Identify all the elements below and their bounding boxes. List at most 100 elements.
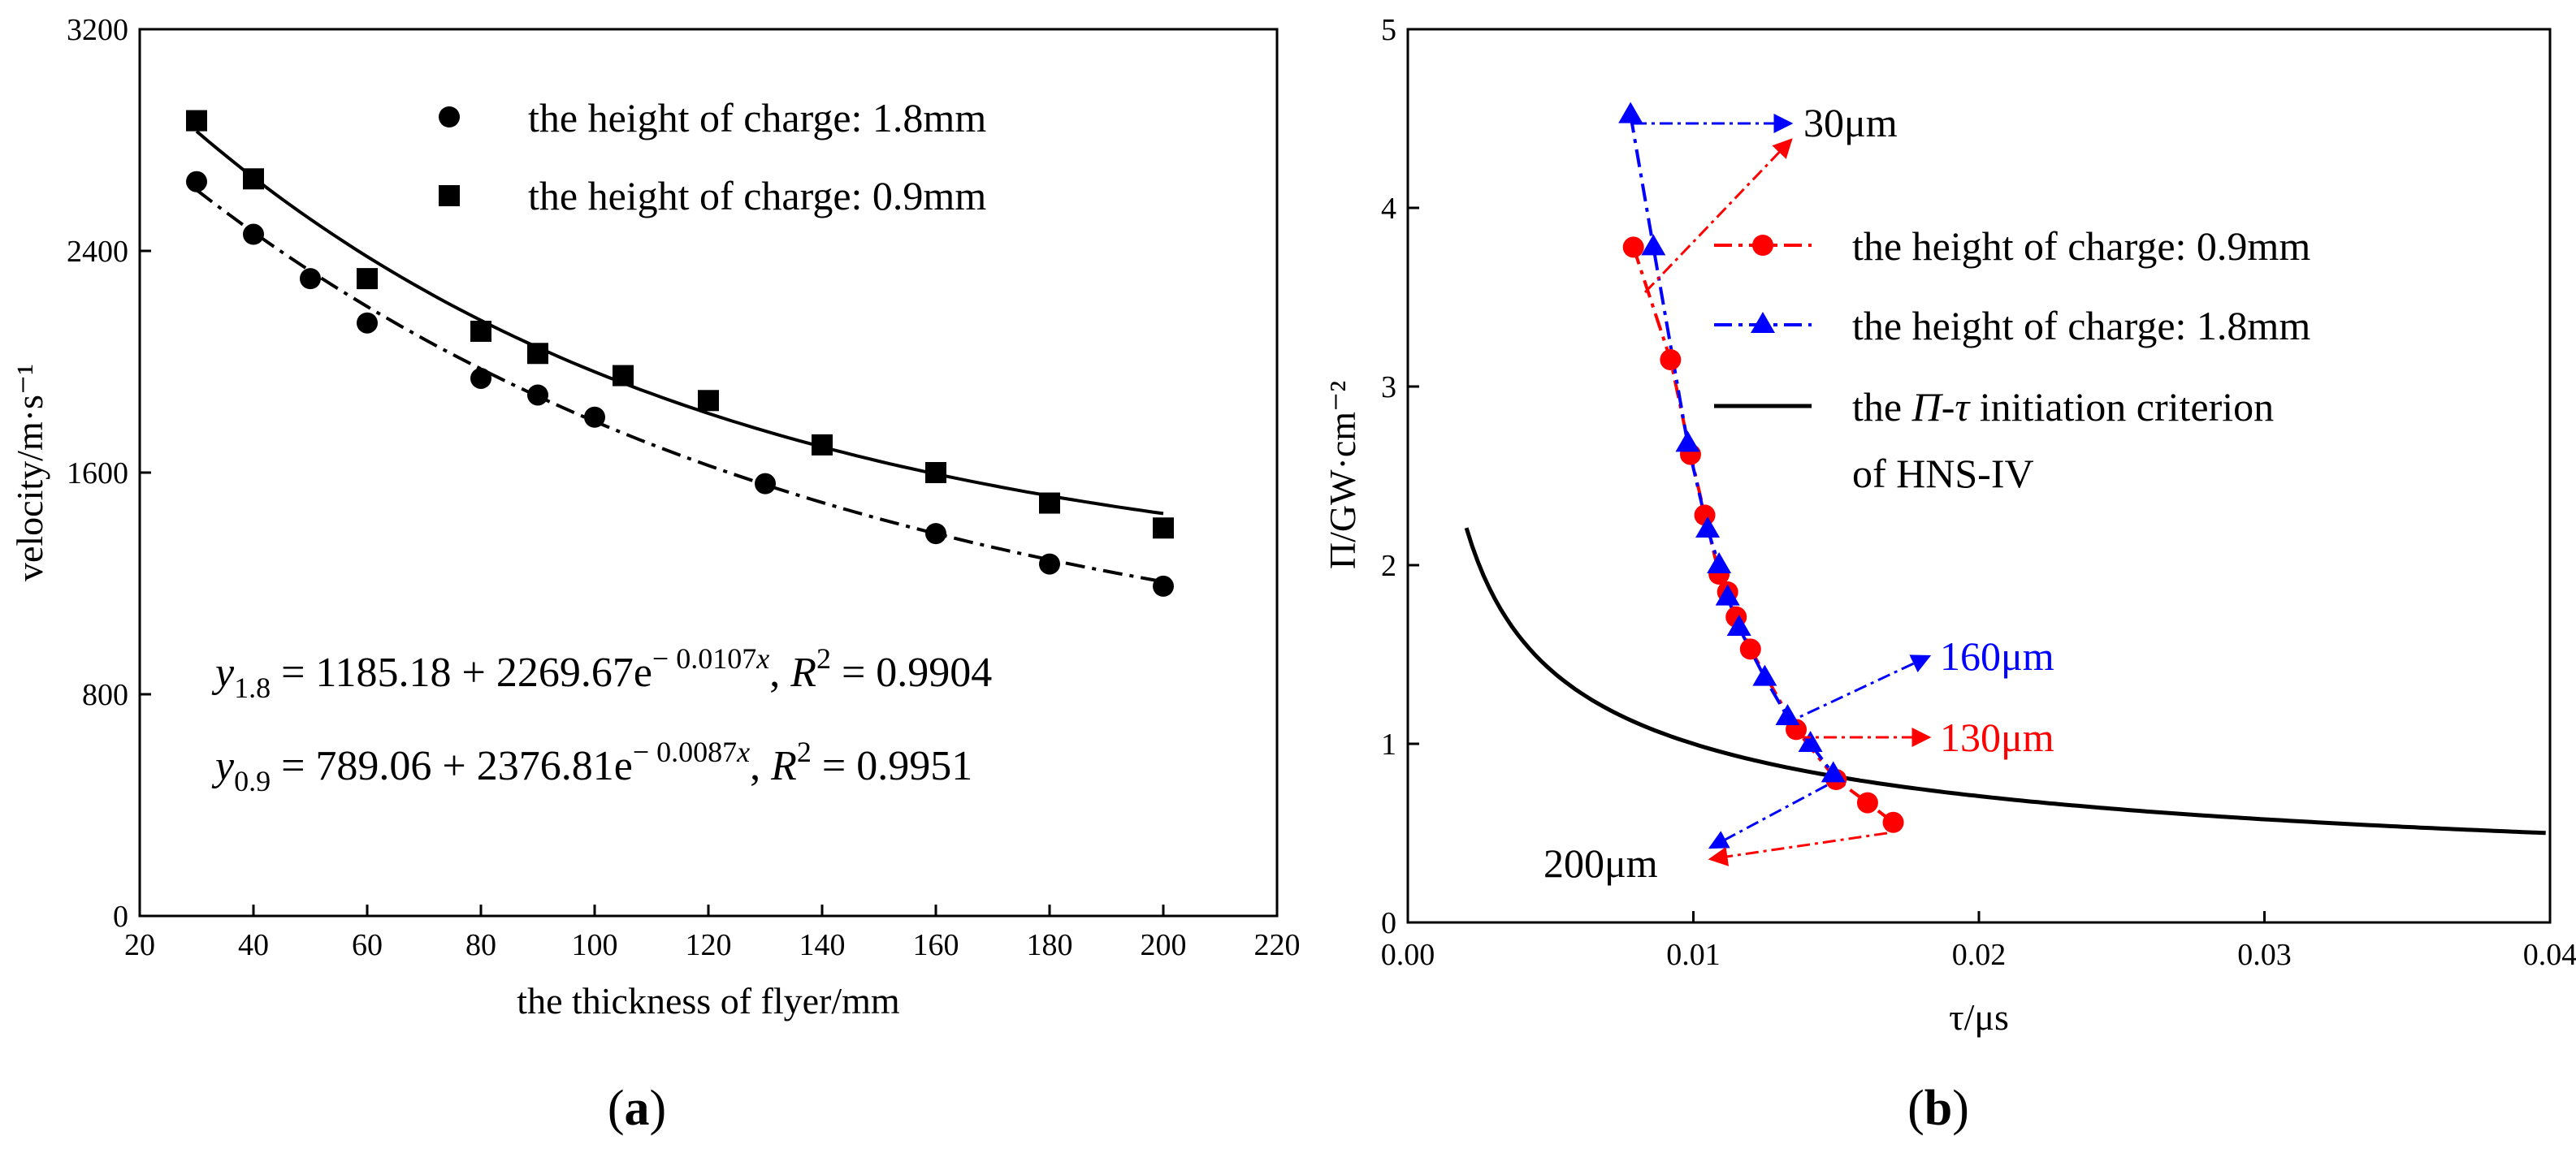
- b-xtick-label: 0.04: [2523, 938, 2576, 972]
- b-point-triangle: [1695, 516, 1721, 538]
- panel-a-y-ticks: 0 800 1600 2400 3200: [67, 13, 151, 934]
- eq1-exp: − 0.0107: [652, 642, 756, 675]
- eq2-sub: 0.9: [234, 765, 271, 797]
- eq1-sub: 1.8: [234, 672, 271, 704]
- panel-b-criterion-curve: [1464, 527, 2546, 836]
- b-point-triangle: [1641, 234, 1666, 256]
- b-point-circle: [1694, 504, 1716, 526]
- annotation-30um: 30μm: [1803, 100, 1898, 145]
- annotation-200um: 200μm: [1543, 840, 1658, 886]
- panel-a-x-label: the thickness of flyer/mm: [517, 980, 900, 1022]
- eq1-sep: ,: [769, 650, 790, 696]
- a-point-circle: [186, 171, 207, 192]
- a-point-circle: [584, 406, 605, 428]
- legend-label-series-2: the height of charge: 0.9mm: [528, 173, 986, 218]
- a-point-circle: [300, 268, 321, 290]
- a-point-circle: [1039, 553, 1060, 575]
- a-point-square: [1153, 517, 1174, 539]
- legend-marker-square: [439, 185, 460, 206]
- legend-b3-dash: -: [1942, 384, 1955, 430]
- a-point-square: [186, 110, 207, 132]
- b-point-triangle: [1726, 615, 1751, 636]
- eq2-y: y: [211, 743, 235, 789]
- panel-b-annotation-arrows: [1634, 114, 1932, 866]
- arrow-200um-red: [1708, 832, 1888, 866]
- b-point-circle: [1882, 811, 1904, 833]
- a-point-square: [243, 168, 264, 190]
- panel-b-paren-close: ): [1952, 1081, 1969, 1136]
- a-point-square: [925, 462, 946, 483]
- eq1-r2: 2: [816, 642, 831, 675]
- b-point-circle: [1739, 638, 1761, 660]
- panel-b-annotations: 30μm 160μm 130μm 200μm: [1543, 100, 2054, 886]
- b-point-triangle: [1715, 584, 1740, 606]
- a-xtick-label: 60: [352, 928, 383, 962]
- legend-marker-blue-triangle: [1751, 312, 1775, 333]
- a-point-square: [613, 365, 634, 387]
- a-point-square: [812, 434, 833, 456]
- b-point-triangle: [1798, 731, 1823, 752]
- eq2-rhs: = 789.06 + 2376.81e: [271, 743, 633, 789]
- legend-b3-pre: the: [1852, 384, 1912, 430]
- panel-a-y-label: velocity/m·s⁻¹: [9, 364, 50, 581]
- b-xtick-label: 0.03: [2237, 938, 2292, 972]
- panel-b-paren-open: (: [1907, 1081, 1924, 1136]
- b-xtick-label: 0.00: [1381, 938, 1435, 972]
- a-ytick-label: 0: [113, 900, 128, 934]
- legend-marker-red-circle: [1752, 235, 1773, 256]
- panel-a-caption: (a): [608, 1081, 666, 1136]
- eq1-y: y: [211, 650, 235, 696]
- panel-b-series: [1618, 102, 1904, 833]
- annotation-130um: 130μm: [1940, 715, 2054, 760]
- b-ytick-label: 0: [1381, 906, 1396, 940]
- legend-b3-post: initiation criterion: [1969, 384, 2274, 430]
- equation-fit-1: y1.8 = 1185.18 + 2269.67e− 0.0107x, R2 =…: [211, 642, 992, 704]
- panel-a-legend: the height of charge: 1.8mm the height o…: [439, 95, 986, 218]
- b-point-triangle: [1821, 761, 1846, 783]
- b-xtick-label: 0.01: [1666, 938, 1721, 972]
- panel-b-caption: (b): [1907, 1081, 1969, 1136]
- panel-b-x-ticks: 0.00 0.01 0.02 0.03 0.04: [1381, 911, 2576, 972]
- a-point-square: [698, 390, 719, 412]
- a-point-square: [527, 343, 548, 365]
- eq2-r2: 2: [797, 736, 812, 768]
- b-ytick-label: 4: [1381, 192, 1396, 226]
- panel-a-letter: a: [625, 1081, 650, 1136]
- panel-b-x-label: τ/μs: [1949, 996, 2009, 1038]
- a-xtick-label: 220: [1254, 928, 1301, 962]
- a-ytick-label: 3200: [67, 13, 128, 47]
- eq2-r: R: [770, 743, 797, 789]
- b-point-circle: [1660, 349, 1682, 370]
- eq2-exp: − 0.0087: [633, 736, 737, 768]
- eq1-rval: = 0.9904: [831, 650, 992, 696]
- arrow-160um-blue: [1783, 654, 1932, 726]
- eq1-expvar: x: [755, 642, 769, 675]
- a-point-circle: [357, 312, 378, 334]
- arrow-200um-blue: [1708, 784, 1828, 849]
- panel-b-chart: 0.00 0.01 0.02 0.03 0.04 0 1 2 3 4 5 30μm 160μm 1…: [1322, 13, 2576, 1136]
- panel-a-paren-open: (: [608, 1081, 625, 1136]
- a-ytick-label: 1600: [67, 456, 128, 490]
- equation-fit-2: y0.9 = 789.06 + 2376.81e− 0.0087x, R2 = …: [211, 736, 972, 797]
- a-ytick-label: 2400: [67, 235, 128, 269]
- panel-b-y-label: Π/GW·cm⁻²: [1322, 381, 1363, 569]
- legend-b-series-1: the height of charge: 0.9mm: [1852, 223, 2310, 269]
- a-xtick-label: 180: [1027, 928, 1073, 962]
- a-xtick-label: 140: [799, 928, 846, 962]
- b-point-triangle: [1752, 664, 1777, 686]
- legend-label-series-1: the height of charge: 1.8mm: [528, 95, 986, 140]
- a-fit-curve-1: [195, 130, 1164, 516]
- annotation-160um: 160μm: [1940, 633, 2054, 679]
- eq2-expvar: x: [736, 736, 750, 768]
- legend-b3-tau: τ: [1955, 384, 1971, 430]
- b-point-triangle: [1675, 430, 1700, 452]
- a-point-circle: [755, 473, 776, 495]
- a-xtick-label: 200: [1141, 928, 1187, 962]
- legend-b-series-2: the height of charge: 1.8mm: [1852, 303, 2310, 348]
- eq1-rhs: = 1185.18 + 2269.67e: [271, 650, 652, 696]
- b-point-circle: [1622, 236, 1644, 258]
- a-point-square: [357, 268, 378, 290]
- b-ytick-label: 3: [1381, 370, 1396, 404]
- legend-b3-pi: Π: [1911, 384, 1944, 430]
